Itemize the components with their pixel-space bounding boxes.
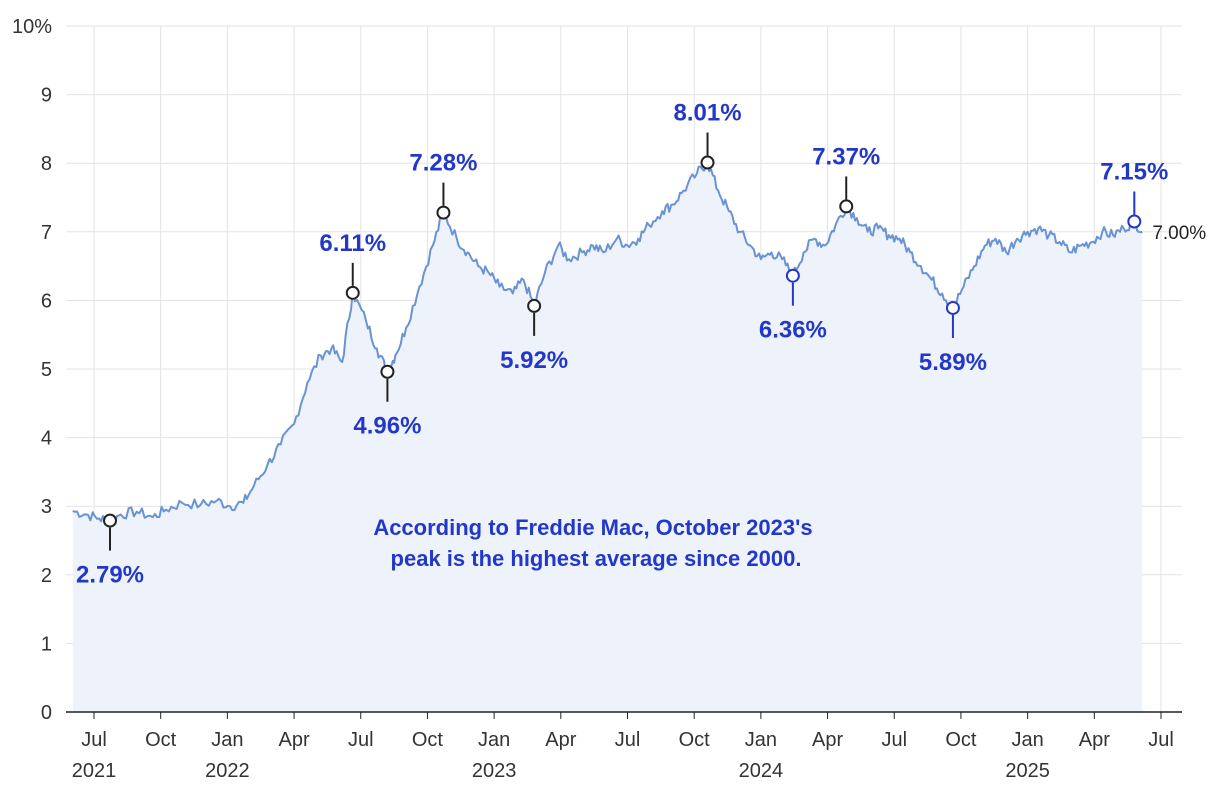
end-value-label: 7.00%	[1152, 223, 1206, 244]
x-tick-month: Jan	[478, 729, 510, 751]
annotation-marker	[785, 268, 800, 283]
y-tick-label: 3	[41, 496, 52, 518]
x-tick-month: Jan	[1012, 729, 1044, 751]
x-tick-labels: Jul 2021 Oct Jan 2022 Apr Jul Oct Jan 2023 Apr Jul O…	[72, 729, 1174, 782]
x-tick-month: Apr	[545, 729, 576, 751]
x-tick-month: Jul	[615, 729, 641, 751]
annotation-marker	[839, 199, 854, 214]
x-tick-year: 2025	[1005, 760, 1050, 782]
annotation-marker	[527, 298, 542, 313]
x-tick-year: 2022	[205, 760, 250, 782]
annotation-marker	[700, 155, 715, 170]
annotation-label: 6.36%	[759, 317, 827, 344]
annotation-marker	[103, 513, 118, 528]
annotation-label: 5.89%	[919, 349, 987, 376]
x-tick-month: Jul	[81, 729, 107, 751]
annotation-label: 6.11%	[319, 230, 386, 257]
x-tick-month: Jul	[1148, 729, 1174, 751]
x-tick-year: 2023	[472, 760, 517, 782]
series-area-fill	[72, 162, 1143, 712]
y-tick-labels: 0 1 2 3 4 5 6 7 8 9 10%	[12, 16, 52, 724]
y-tick-label: 9	[41, 85, 52, 107]
area-layer	[72, 162, 1143, 712]
x-tick-month: Apr	[1079, 729, 1110, 751]
line-layer	[72, 161, 1143, 526]
x-tick-month: Jul	[881, 729, 907, 751]
x-tick-month: Oct	[145, 729, 177, 751]
x-tick-year: 2021	[72, 760, 117, 782]
chart-note: According to Freddie Mac, October 2023's…	[373, 515, 818, 571]
annotation-label: 8.01%	[673, 100, 741, 127]
y-tick-label: 1	[41, 633, 52, 655]
x-tick-month: Jan	[745, 729, 777, 751]
annotation-marker	[436, 205, 451, 220]
annotations: 2.79% 6.11% 4.96% 7.28% 5.92% 8.01% 6.36% 7.37%…	[76, 100, 1168, 589]
annotation-label: 5.92%	[500, 347, 568, 374]
x-tick-month: Oct	[945, 729, 977, 751]
y-tick-label: 2	[41, 565, 52, 587]
annotation-marker	[345, 285, 360, 300]
x-tick-year: 2024	[739, 760, 784, 782]
y-tick-label: 7	[41, 222, 52, 244]
annotation-marker	[380, 364, 395, 379]
y-tick-label: 4	[41, 428, 52, 450]
series-line	[72, 161, 1143, 526]
y-tick-label: 5	[41, 359, 52, 381]
annotation-label: 7.37%	[812, 143, 880, 170]
x-tick-month: Apr	[279, 729, 310, 751]
x-tick-month: Oct	[412, 729, 444, 751]
y-tick-label: 0	[41, 702, 52, 724]
annotation-label: 4.96%	[353, 413, 421, 440]
x-tick-month: Oct	[679, 729, 711, 751]
annotation-label: 7.28%	[409, 150, 477, 177]
x-tick-month: Jan	[211, 729, 243, 751]
annotation-marker	[945, 300, 960, 315]
y-tick-label: 10%	[12, 16, 52, 38]
annotation-label: 2.79%	[76, 562, 144, 589]
chart-note-line-2: peak is the highest average since 2000.	[391, 546, 802, 571]
y-tick-label: 6	[41, 290, 52, 312]
x-tick-month: Apr	[812, 729, 843, 751]
chart-note-line-1: According to Freddie Mac, October 2023's	[373, 515, 812, 540]
annotation-label: 7.15%	[1100, 159, 1168, 186]
x-tick-month: Jul	[348, 729, 374, 751]
annotation-marker	[1127, 214, 1142, 229]
y-tick-label: 8	[41, 153, 52, 175]
